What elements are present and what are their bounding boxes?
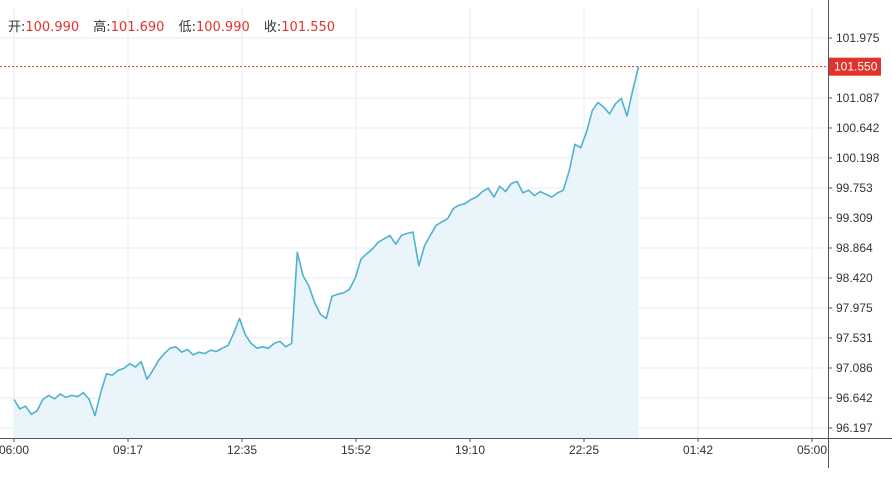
current-price-tag: 101.550 bbox=[829, 57, 881, 76]
current-price-tag-bg bbox=[829, 57, 881, 76]
time-tick-label: 15:52 bbox=[341, 443, 371, 457]
price-tick-label: 101.975 bbox=[836, 31, 880, 45]
price-tick-label: 101.087 bbox=[836, 91, 880, 105]
price-tick-label: 96.642 bbox=[836, 391, 873, 405]
high-label: 高: bbox=[93, 20, 111, 35]
ohlc-legend: 开:100.990 高:101.690 低:100.990 收:101.550 bbox=[8, 16, 345, 35]
price-line[interactable] bbox=[13, 66, 640, 417]
open-value: 100.990 bbox=[25, 20, 80, 35]
price-tick-label: 96.197 bbox=[836, 421, 873, 435]
low-value: 100.990 bbox=[195, 20, 250, 35]
price-tick-label: 97.531 bbox=[836, 331, 873, 345]
time-tick-label: 09:17 bbox=[113, 443, 143, 457]
price-tick-label: 100.642 bbox=[836, 121, 880, 135]
time-tick-label: 05:00 bbox=[797, 443, 827, 457]
price-tick-label: 98.420 bbox=[836, 271, 873, 285]
time-tick-label: 06:00 bbox=[0, 443, 29, 457]
price-tick-label: 99.309 bbox=[836, 211, 873, 225]
time-tick-label: 12:35 bbox=[227, 443, 257, 457]
price-area-fill bbox=[14, 66, 639, 438]
price-axis[interactable]: 101.975 101.087 100.642 100.198 99.753 99.309… bbox=[828, 31, 880, 435]
current-price-label: 101.550 bbox=[834, 60, 878, 74]
high-value: 101.690 bbox=[110, 20, 165, 35]
price-tick-label: 97.086 bbox=[836, 361, 873, 375]
price-tick-label: 99.753 bbox=[836, 181, 873, 195]
price-tick-label: 100.198 bbox=[836, 151, 880, 165]
low-label: 低: bbox=[178, 20, 196, 35]
time-axis[interactable]: 06:00 09:17 12:35 15:52 19:10 22:25 01:42 05:00 bbox=[0, 438, 827, 457]
time-tick-label: 01:42 bbox=[683, 443, 713, 457]
close-label: 收: bbox=[263, 20, 282, 35]
price-tick-label: 97.975 bbox=[836, 301, 873, 315]
price-tick-label: 98.864 bbox=[836, 241, 873, 255]
time-tick-label: 19:10 bbox=[455, 443, 485, 457]
time-tick-label: 22:25 bbox=[569, 443, 599, 457]
close-value: 101.550 bbox=[281, 20, 336, 35]
open-label: 开: bbox=[8, 20, 26, 35]
